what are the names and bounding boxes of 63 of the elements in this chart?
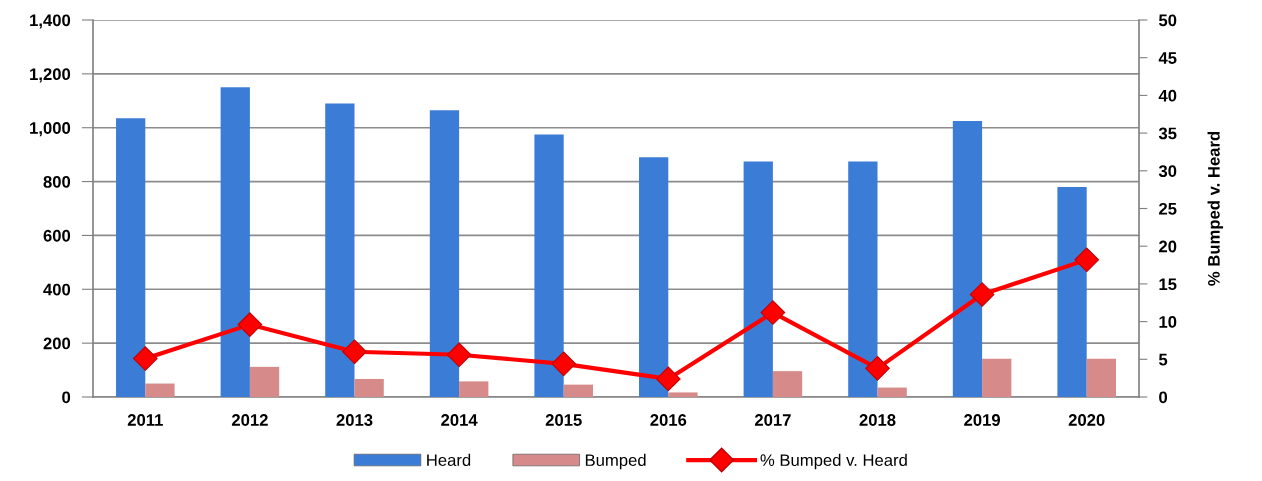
point	[655, 366, 681, 392]
bar	[743, 161, 773, 397]
y-tick-label: 1,000	[30, 122, 71, 137]
y-tick-label: 1,400	[30, 14, 71, 29]
bar	[1057, 186, 1087, 397]
legend-label: Heard	[427, 453, 471, 467]
y-tick-label: 600	[43, 229, 71, 242]
bar	[1086, 358, 1116, 397]
y2-tick-label: 5	[1158, 353, 1168, 366]
point	[760, 300, 786, 325]
y2-tick-label: 30	[1158, 165, 1177, 178]
bar	[668, 392, 698, 397]
point	[132, 346, 158, 371]
point	[237, 312, 263, 337]
x-tick-label: 2012	[231, 414, 268, 426]
bar	[982, 358, 1012, 397]
x-tick-label: 2013	[336, 414, 373, 426]
bar	[877, 387, 907, 397]
bar	[116, 118, 146, 397]
bar	[354, 378, 384, 397]
x-tick-label: 2019	[964, 414, 1001, 426]
y-tick-label: 200	[43, 337, 71, 350]
point	[1074, 247, 1100, 273]
y2-axis-title: % Bumped v. Heard	[1207, 131, 1224, 286]
x-tick-label: 2020	[1068, 414, 1105, 426]
x-tick-label: 2016	[650, 414, 687, 426]
point	[342, 339, 367, 365]
y2-tick-label: 10	[1159, 316, 1177, 328]
x-tick-label: 2011	[127, 414, 163, 426]
x-tick-label: 2015	[545, 414, 582, 426]
bar	[459, 381, 489, 397]
y2-tick-label: 35	[1158, 127, 1177, 140]
bar	[429, 110, 460, 397]
y2-tick-label: 40	[1158, 89, 1177, 102]
bar	[772, 371, 803, 397]
x-tick-label: 2014	[441, 414, 478, 426]
y2-tick-label: 0	[1159, 391, 1168, 404]
y2-tick-label: 25	[1159, 202, 1177, 215]
legend-label: % Bumped v. Heard	[760, 453, 907, 470]
bar	[563, 384, 593, 397]
bar	[145, 383, 175, 397]
point	[551, 351, 577, 377]
y2-tick-label: 15	[1159, 278, 1177, 291]
y-tick-label: 0	[62, 391, 71, 404]
point	[969, 282, 995, 307]
y2-tick-label: 45	[1158, 52, 1177, 64]
bar	[220, 87, 250, 397]
y2-tick-label: 50	[1158, 14, 1177, 27]
bar	[534, 134, 564, 397]
point	[865, 356, 890, 381]
x-tick-label: 2017	[754, 414, 791, 426]
y2-tick-label: 20	[1159, 240, 1177, 253]
bar	[848, 161, 878, 397]
bar	[325, 103, 355, 397]
y-tick-label: 800	[43, 175, 71, 188]
y-tick-label: 1,200	[30, 68, 71, 83]
legend-label: Bumped	[585, 453, 646, 470]
bar	[639, 157, 669, 397]
point	[446, 342, 472, 368]
bar	[952, 120, 983, 397]
bar	[249, 366, 280, 397]
y-tick-label: 400	[43, 283, 71, 296]
x-tick-label: 2018	[859, 414, 896, 426]
